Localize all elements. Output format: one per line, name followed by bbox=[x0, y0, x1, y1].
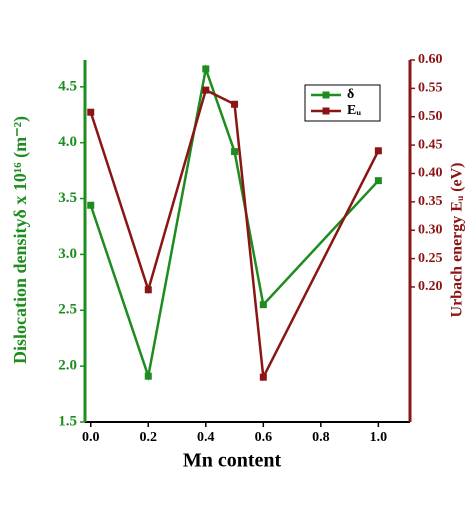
y2-tick-label: 0.60 bbox=[418, 52, 443, 67]
legend-box bbox=[304, 84, 381, 122]
point bbox=[202, 86, 210, 94]
point bbox=[374, 177, 382, 185]
y-tick-label: 2.5 bbox=[58, 302, 77, 318]
series-line bbox=[89, 64, 380, 382]
point bbox=[231, 148, 239, 156]
y2-tick-label: 0.35 bbox=[418, 194, 443, 209]
legend-label: δ bbox=[347, 87, 354, 102]
x-tick-label: 0.6 bbox=[255, 430, 273, 445]
x-tick-label: 0.2 bbox=[140, 430, 158, 445]
y2-tick-label: 0.55 bbox=[418, 81, 443, 96]
x-tick-label: 0.4 bbox=[197, 430, 215, 445]
x-tick-label: 1.0 bbox=[370, 430, 388, 445]
point bbox=[144, 372, 152, 380]
y-tick-label: 3.0 bbox=[58, 246, 77, 262]
y-tick-label: 1.5 bbox=[58, 413, 77, 429]
point bbox=[202, 65, 210, 73]
legend-marker bbox=[322, 91, 330, 99]
y2-tick-label: 0.20 bbox=[418, 279, 443, 294]
legend-label: Eᵤ bbox=[347, 103, 361, 118]
y2-tick-label: 0.25 bbox=[418, 251, 443, 266]
point bbox=[87, 108, 95, 116]
y-tick-label: 4.0 bbox=[58, 134, 77, 150]
point bbox=[87, 201, 95, 209]
y-tick-label: 2.0 bbox=[58, 358, 77, 374]
y-tick-label: 3.5 bbox=[58, 190, 77, 206]
y-tick-label: 4.5 bbox=[58, 78, 77, 94]
y-axis-label: Dislocation densityδ x 10¹⁶ (m⁻²) bbox=[10, 116, 31, 364]
series-line bbox=[89, 88, 380, 382]
y2-tick-label: 0.45 bbox=[418, 137, 443, 152]
point bbox=[231, 100, 239, 108]
point bbox=[374, 147, 382, 155]
legend-marker bbox=[322, 107, 330, 115]
x-axis-label: Mn content bbox=[183, 450, 282, 472]
y2-tick-label: 0.40 bbox=[418, 166, 443, 181]
y2-tick-label: 0.50 bbox=[418, 109, 443, 124]
point bbox=[144, 286, 152, 294]
point bbox=[259, 373, 267, 381]
point bbox=[259, 301, 267, 309]
x-tick-label: 0.8 bbox=[312, 430, 330, 445]
y2-tick-label: 0.30 bbox=[418, 222, 443, 237]
y2-axis-label: Urbach energy Eᵤ (eV) bbox=[449, 163, 466, 318]
x-tick-label: 0.0 bbox=[82, 430, 100, 445]
